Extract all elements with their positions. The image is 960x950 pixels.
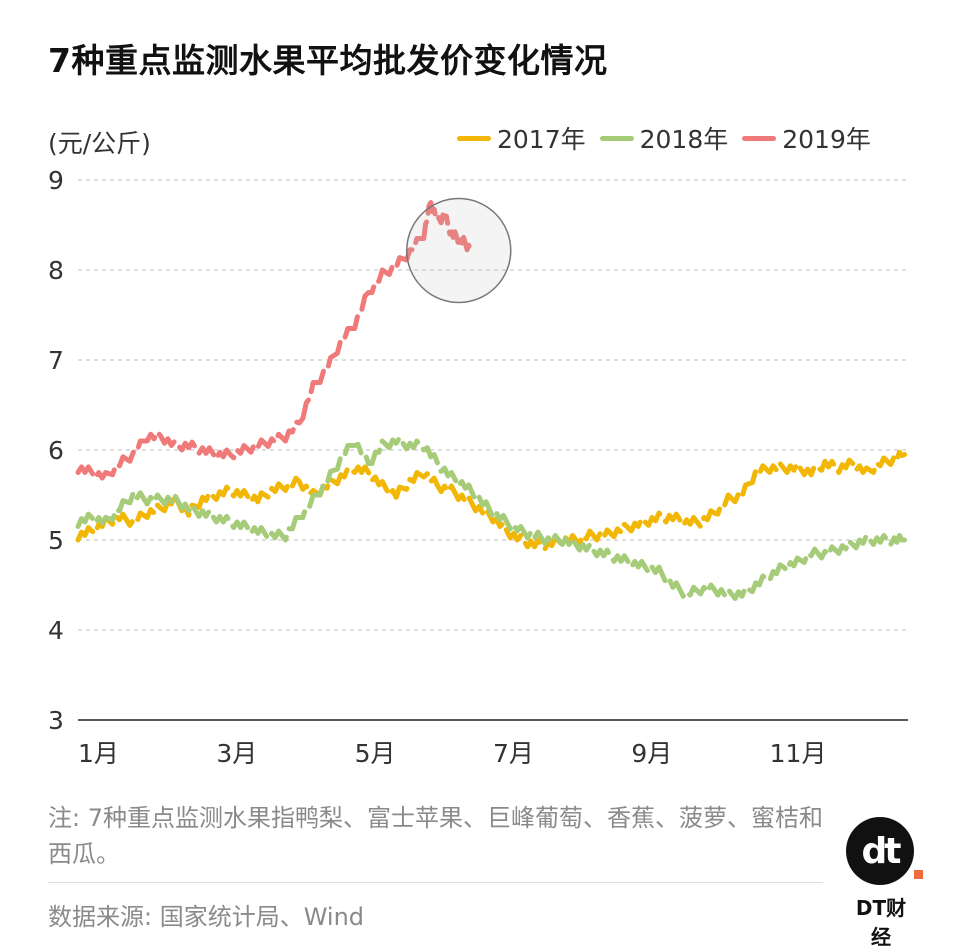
- legend-swatch-2018: [599, 135, 634, 141]
- legend-label-2017: 2017年: [497, 125, 586, 154]
- x-tick-label: 9月: [631, 739, 672, 768]
- legend-item-2018: 2018年: [599, 120, 729, 156]
- y-tick-label-9: 9: [48, 166, 64, 195]
- y-tick-label-6: 6: [48, 436, 64, 465]
- legend-label-2018: 2018年: [639, 125, 729, 154]
- y-tick-label-8: 8: [48, 256, 64, 285]
- peak-annotation-circle: [406, 197, 512, 304]
- series-line-2019年: [75, 200, 475, 481]
- legend-label-2019: 2019年: [782, 125, 871, 154]
- x-tick-label: 1月: [78, 739, 119, 768]
- data-source: 数据来源: 国家统计局、Wind: [48, 903, 365, 931]
- x-tick-label: 5月: [355, 739, 396, 768]
- x-tick-label: 3月: [216, 739, 257, 768]
- line-chart: 3 4 5 6 7 8 9 1月 3月 5月 7月 9月 11月: [48, 166, 908, 768]
- legend-swatch-2017: [457, 135, 491, 141]
- y-tick-label-7: 7: [48, 346, 64, 375]
- legend: 2017年 2018年 2019年: [457, 120, 885, 156]
- y-tick-label-5: 5: [48, 526, 64, 555]
- y-axis-unit: (元/公斤): [48, 129, 151, 158]
- y-tick-label-3: 3: [48, 706, 64, 735]
- series-line-2018年: [75, 435, 907, 601]
- chart-title: 7种重点监测水果平均批发价变化情况: [48, 41, 608, 80]
- divider: [48, 882, 823, 883]
- legend-item-2017: 2017年: [457, 120, 586, 156]
- dt-logo-mark: dt: [861, 830, 902, 872]
- legend-item-2019: 2019年: [742, 120, 871, 156]
- footnote: 注: 7种重点监测水果指鸭梨、富士苹果、巨峰葡萄、香蕉、菠萝、蜜桔和西瓜。: [48, 804, 823, 868]
- dt-logo: dt: [846, 817, 923, 885]
- series-line-2017年: [75, 449, 907, 552]
- brand-name: DT财经: [855, 896, 907, 949]
- y-tick-label-4: 4: [48, 616, 64, 645]
- x-tick-label: 11月: [770, 739, 827, 768]
- legend-swatch-2019: [742, 135, 777, 141]
- x-tick-label: 7月: [493, 739, 534, 768]
- logo-dot: [914, 870, 923, 879]
